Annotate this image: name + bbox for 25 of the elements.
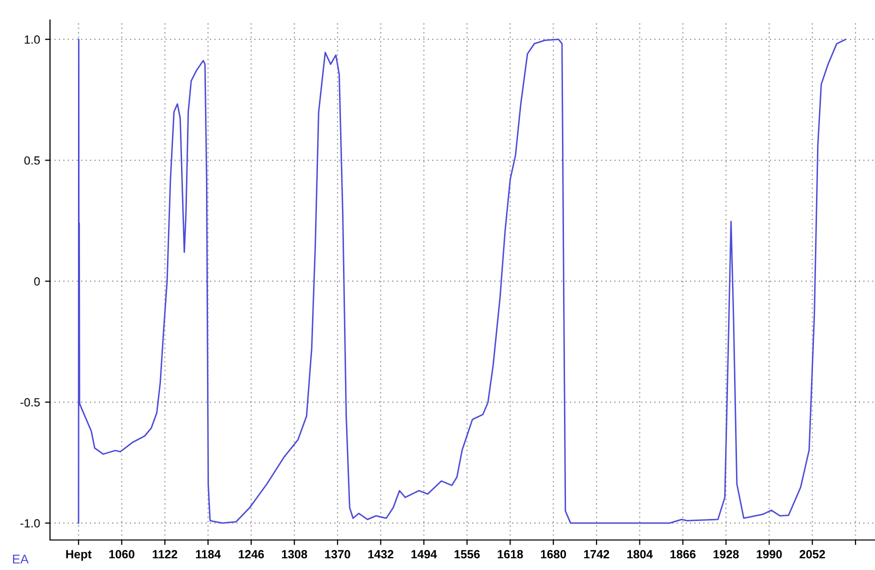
x-tick-label: 1990 bbox=[756, 550, 782, 558]
y-tick-label: -1.0 bbox=[20, 519, 40, 528]
y-tick-label: 1.0 bbox=[24, 35, 40, 44]
x-tick-label: 1804 bbox=[627, 550, 653, 558]
x-tick-label: 1494 bbox=[411, 550, 437, 558]
x-tick-label: 1308 bbox=[282, 550, 308, 558]
x-tick-label: 1618 bbox=[498, 550, 523, 558]
x-tick-label: 1680 bbox=[540, 550, 566, 558]
x-tick-label: 1556 bbox=[454, 550, 480, 558]
y-tick-label: 0.5 bbox=[24, 156, 40, 165]
x-tick-label: 1060 bbox=[109, 550, 134, 558]
text: EA bbox=[13, 554, 29, 564]
x-tick-label: 1184 bbox=[196, 550, 221, 558]
x-tick-label: 1742 bbox=[584, 550, 610, 558]
x-tick-label: 1370 bbox=[325, 550, 350, 558]
x-tick-label: Hept bbox=[66, 550, 92, 561]
x-tick-label: 1928 bbox=[714, 550, 739, 558]
y-tick-label: -0.5 bbox=[20, 398, 40, 407]
x-tick-label: 1246 bbox=[238, 550, 264, 558]
y-tick-label: 0 bbox=[34, 277, 40, 286]
x-tick-label: 1432 bbox=[368, 550, 394, 558]
x-tick-label: 1122 bbox=[152, 550, 178, 558]
x-tick-label: 2052 bbox=[800, 550, 825, 558]
line-series bbox=[78, 38, 846, 524]
x-tick-label: 1866 bbox=[670, 550, 696, 558]
